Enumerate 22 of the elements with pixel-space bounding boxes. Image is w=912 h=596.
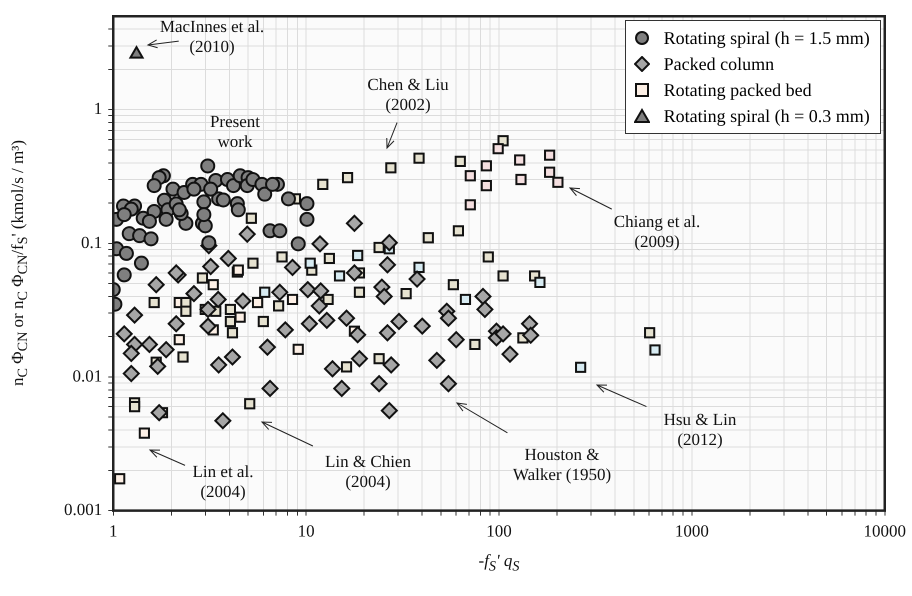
x-tick-label: 10000 [864, 521, 906, 540]
legend-label: Rotating spiral (h = 1.5 mm) [664, 27, 870, 50]
y-tick-label: 0.001 [64, 500, 102, 520]
x-axis-title: -f$_{S}$' q$_{S}$ [478, 550, 520, 575]
y-tick-label: 1 [94, 99, 102, 118]
annotation: Chen & Liu (2002) [367, 75, 449, 115]
annotation: Lin & Chien (2004) [325, 452, 411, 492]
x-tick-label: 1000 [674, 521, 709, 540]
annotation: Chiang et al. (2009) [614, 212, 700, 252]
y-tick-label: 0.1 [81, 232, 102, 252]
legend-label: Packed column [664, 53, 774, 76]
legend-label: Rotating spiral (h = 0.3 mm) [664, 105, 870, 128]
annotation: MacInnes et al. (2010) [160, 17, 264, 57]
x-tick-label: 100 [486, 521, 512, 540]
x-tick-label: 10 [298, 521, 315, 540]
annotation: Present work [210, 112, 260, 152]
x-tick-label: 1 [109, 521, 118, 540]
annotation: Hsu & Lin (2012) [664, 410, 736, 450]
annotation: Houston & Walker (1950) [512, 445, 612, 485]
annotation: Lin et al. (2004) [192, 462, 254, 502]
legend-label: Rotating packed bed [664, 79, 812, 102]
y-tick-label: 0.01 [72, 366, 102, 386]
